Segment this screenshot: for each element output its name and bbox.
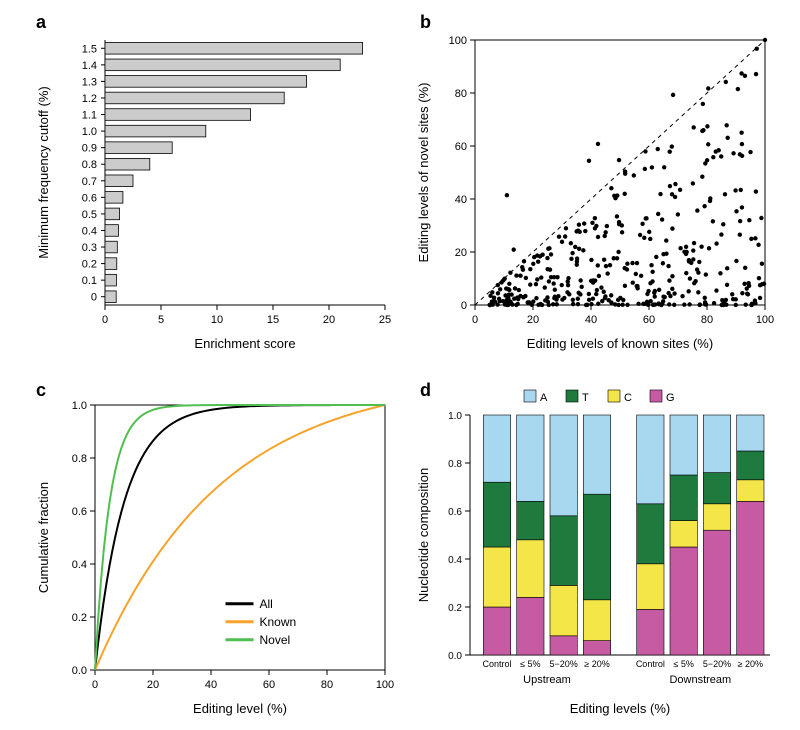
svg-text:5−20%: 5−20% [703,659,731,669]
svg-text:Control: Control [482,659,511,669]
svg-text:Control: Control [636,659,665,669]
svg-text:100: 100 [756,314,774,326]
svg-text:0: 0 [91,292,97,304]
svg-text:Downstream: Downstream [669,674,731,686]
svg-text:20: 20 [527,314,539,326]
svg-text:Minimum frequency cutoff (%): Minimum frequency cutoff (%) [36,86,51,258]
svg-text:5−20%: 5−20% [550,659,578,669]
svg-text:25: 25 [379,314,391,326]
svg-text:60: 60 [263,679,275,691]
svg-text:15: 15 [267,314,279,326]
svg-text:0.2: 0.2 [72,612,87,624]
svg-text:G: G [666,392,675,404]
svg-text:≤ 5%: ≤ 5% [673,659,693,669]
svg-text:100: 100 [449,35,467,47]
svg-text:Upstream: Upstream [523,674,571,686]
svg-text:All: All [260,597,273,611]
svg-text:0.6: 0.6 [72,506,87,518]
svg-text:1.0: 1.0 [448,411,462,422]
svg-text:60: 60 [455,141,467,153]
svg-text:80: 80 [455,88,467,100]
svg-text:20: 20 [323,314,335,326]
svg-text:0: 0 [461,300,467,312]
svg-text:0.9: 0.9 [82,143,97,155]
svg-text:≤ 5%: ≤ 5% [520,659,540,669]
svg-text:0.8: 0.8 [448,459,462,470]
svg-text:Editing levels of novel sites: Editing levels of novel sites (%) [416,83,431,263]
svg-text:1.4: 1.4 [82,60,97,72]
figure-root: a b c d 05101520251.51.41.31.21.11.00.90… [0,0,800,730]
svg-text:C: C [624,392,632,404]
panel-d-svg: 0.0 0.2 0.4 0.6 0.8 1.0 Control ≤ 5% 5−20% ≥ 20% C… [410,385,780,725]
svg-text:0.0: 0.0 [72,665,87,677]
svg-text:0.3: 0.3 [82,242,97,254]
svg-text:0.4: 0.4 [448,555,462,566]
svg-text:≥ 20%: ≥ 20% [584,659,609,669]
svg-text:40: 40 [455,194,467,206]
svg-text:40: 40 [205,679,217,691]
svg-text:1.3: 1.3 [82,76,97,88]
svg-text:0: 0 [472,314,478,326]
svg-text:40: 40 [585,314,597,326]
svg-text:0.7: 0.7 [82,176,97,188]
svg-text:0.1: 0.1 [82,275,97,287]
svg-text:Known: Known [260,615,297,629]
svg-text:0.2: 0.2 [448,603,462,614]
svg-text:0.6: 0.6 [448,507,462,518]
svg-text:20: 20 [455,247,467,259]
svg-text:80: 80 [701,314,713,326]
svg-text:0: 0 [102,314,108,326]
svg-text:0.4: 0.4 [82,225,97,237]
svg-text:Editing level (%): Editing level (%) [193,701,287,716]
svg-text:1.0: 1.0 [82,126,97,138]
svg-text:0.5: 0.5 [82,209,97,221]
svg-text:1.5: 1.5 [82,43,97,55]
svg-text:0.8: 0.8 [82,159,97,171]
svg-text:Cumulative fraction: Cumulative fraction [36,482,51,593]
svg-text:A: A [540,392,548,404]
svg-text:0.6: 0.6 [82,192,97,204]
svg-text:1.2: 1.2 [82,93,97,105]
svg-text:Nucleotide composition: Nucleotide composition [416,468,431,602]
svg-text:0.4: 0.4 [72,559,87,571]
svg-text:Editing levels of known sites: Editing levels of known sites (%) [527,336,713,351]
panel-c-svg: 0 20 40 60 80 100 0.0 0.2 0.4 0.6 0.8 1.0 All Known No… [30,385,400,725]
svg-text:5: 5 [158,314,164,326]
svg-text:100: 100 [376,679,394,691]
svg-text:10: 10 [211,314,223,326]
svg-text:1.0: 1.0 [72,400,87,412]
svg-text:≥ 20%: ≥ 20% [738,659,763,669]
svg-text:80: 80 [321,679,333,691]
svg-text:1.1: 1.1 [82,110,97,122]
svg-text:T: T [582,392,589,404]
svg-text:Enrichment score: Enrichment score [194,336,295,351]
svg-text:Editing levels (%): Editing levels (%) [570,701,670,716]
svg-text:20: 20 [147,679,159,691]
svg-text:0: 0 [92,679,98,691]
svg-text:60: 60 [643,314,655,326]
svg-text:0.8: 0.8 [72,453,87,465]
svg-text:0.2: 0.2 [82,259,97,271]
panel-b-svg: 0 20 40 60 80 100 0 20 40 60 80 100 Editing levels o… [410,20,780,360]
svg-text:Novel: Novel [260,633,291,647]
svg-text:0.0: 0.0 [448,651,462,662]
panel-a-svg: 0 5 10 15 20 25 1.5 1.4 1.3 1.2 1.1 1.0 0.9 0.8 0.7 0.6… [30,20,400,360]
